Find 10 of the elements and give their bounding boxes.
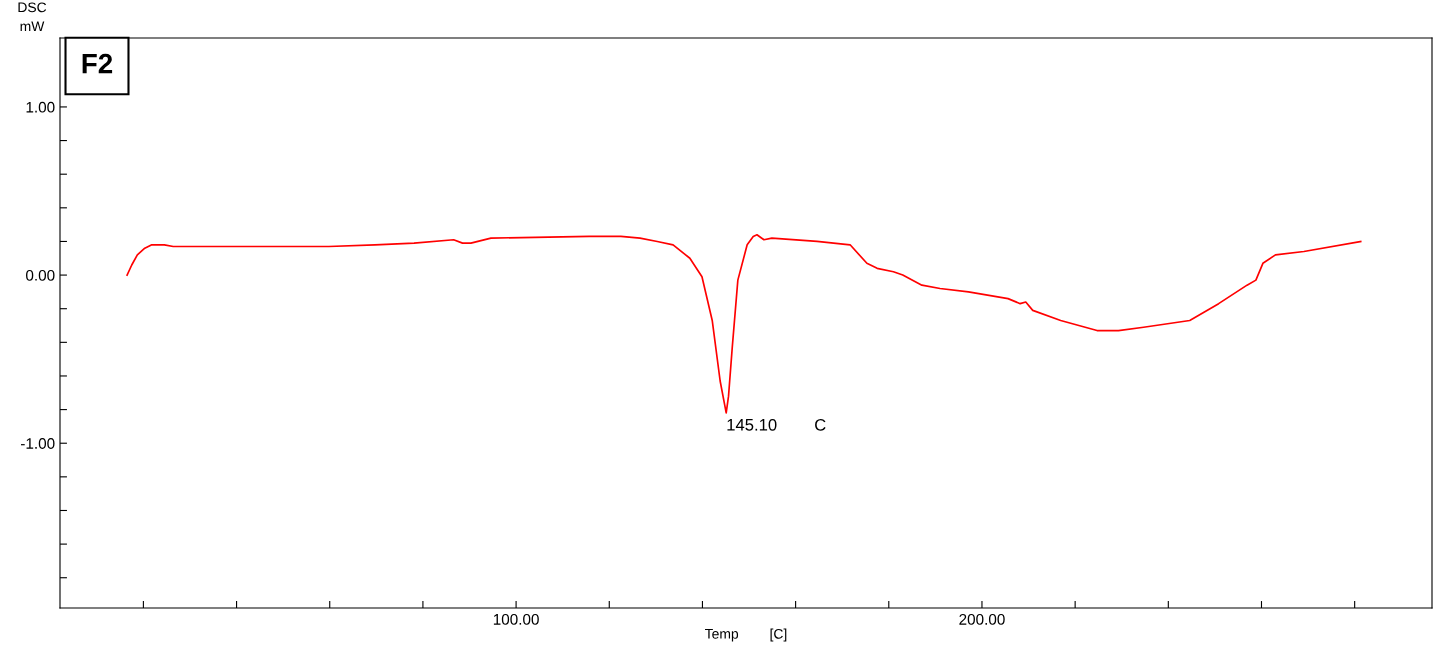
annotation: 145.10 C	[727, 418, 826, 431]
y-tick-label: -1.00	[21, 438, 55, 449]
y-tick-label: 1.00	[26, 101, 55, 113]
x-tick-label: 100.00	[493, 613, 539, 625]
y-axis-title: DSC mW	[18, 2, 47, 32]
x-axis-title: Temp [C]	[705, 628, 787, 642]
y-tick-label: 0.00	[26, 269, 55, 281]
annotation: F2	[82, 53, 113, 74]
line-series	[126, 233, 1362, 414]
x-tick-label: 200.00	[959, 613, 1005, 625]
